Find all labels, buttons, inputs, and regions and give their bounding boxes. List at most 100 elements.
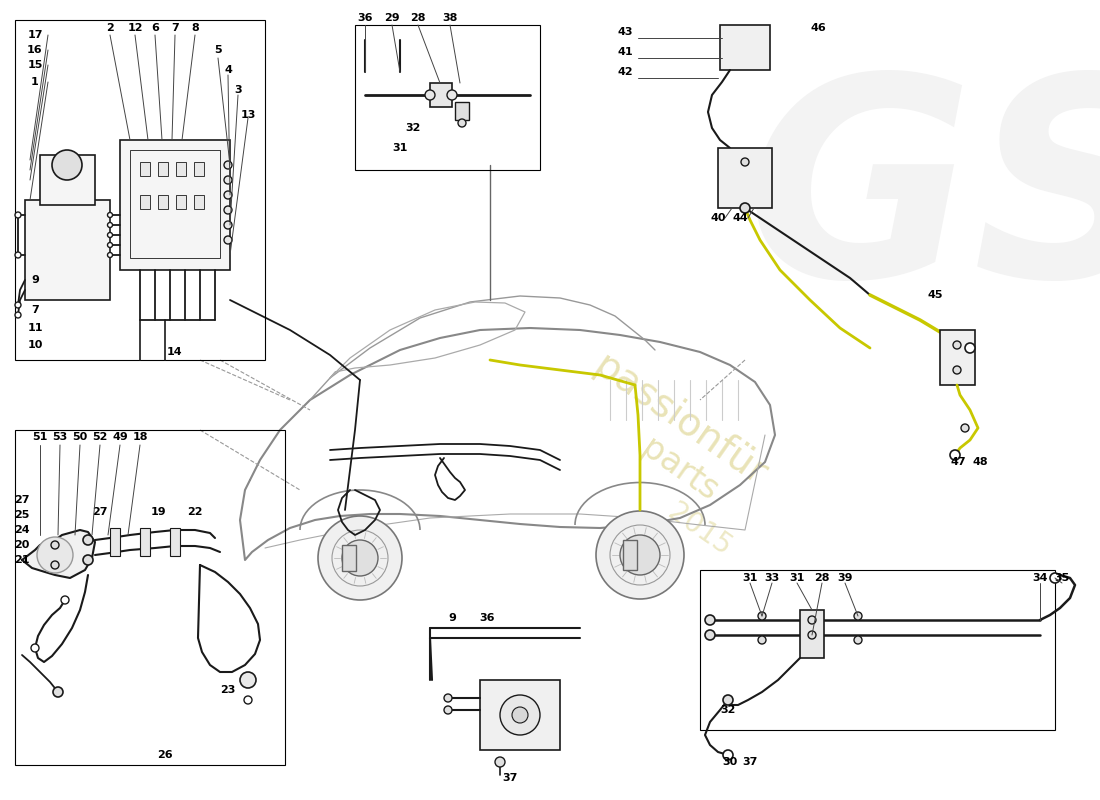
Circle shape [758,612,766,620]
Bar [342,545,356,571]
Bar [194,162,204,176]
Bar [40,155,95,205]
Bar [170,528,180,556]
Text: 7: 7 [172,23,179,33]
Bar [110,528,120,556]
Circle shape [723,695,733,705]
Circle shape [808,616,816,624]
Text: 32: 32 [720,705,736,715]
Text: 12: 12 [128,23,143,33]
Bar [176,195,186,209]
Bar [25,200,110,300]
Text: 40: 40 [711,213,726,223]
Bar [720,25,770,70]
Text: 9: 9 [448,613,455,623]
Polygon shape [22,530,95,578]
Text: 48: 48 [972,457,988,467]
Text: 49: 49 [112,432,128,442]
Circle shape [444,706,452,714]
Text: 28: 28 [410,13,426,23]
Text: GS: GS [746,65,1100,335]
Text: 9: 9 [31,275,38,285]
Circle shape [740,203,750,213]
Circle shape [444,694,452,702]
Circle shape [705,615,715,625]
Text: 51: 51 [32,432,47,442]
Text: 37: 37 [503,773,518,783]
Bar [15,430,285,765]
Text: 25: 25 [14,510,30,520]
Text: 18: 18 [132,432,147,442]
Text: parts: parts [636,432,725,508]
Circle shape [495,757,505,767]
Circle shape [950,450,960,460]
Bar [940,330,975,385]
Bar [430,83,452,107]
Circle shape [854,636,862,644]
Text: 26: 26 [157,750,173,760]
Circle shape [705,630,715,640]
Text: 20: 20 [14,540,30,550]
Circle shape [224,236,232,244]
Text: 32: 32 [405,123,420,133]
Text: 42: 42 [617,67,632,77]
Text: 43: 43 [617,27,632,37]
Bar [800,610,824,658]
Bar [623,540,637,570]
Text: 24: 24 [14,525,30,535]
Circle shape [108,242,112,247]
Text: 15: 15 [28,60,43,70]
Text: 46: 46 [810,23,826,33]
Circle shape [458,119,466,127]
Text: 13: 13 [240,110,255,120]
Text: 36: 36 [358,13,373,23]
Text: 7: 7 [31,305,38,315]
Text: 27: 27 [92,507,108,517]
Circle shape [965,343,975,353]
Circle shape [53,687,63,697]
Text: 4: 4 [224,65,232,75]
Text: 34: 34 [1032,573,1047,583]
Text: 27: 27 [14,495,30,505]
Circle shape [758,636,766,644]
Text: 17: 17 [28,30,43,40]
Circle shape [224,176,232,184]
Bar [718,148,772,208]
Text: 53: 53 [53,432,67,442]
Text: 6: 6 [151,23,158,33]
Circle shape [31,644,38,652]
Bar [194,195,204,209]
Text: 37: 37 [742,757,758,767]
Circle shape [108,222,112,227]
Bar [140,195,150,209]
Circle shape [961,424,969,432]
Circle shape [953,366,961,374]
Circle shape [512,707,528,723]
Circle shape [108,213,112,218]
Text: 36: 36 [480,613,495,623]
Circle shape [224,191,232,199]
Bar [158,162,168,176]
Circle shape [60,596,69,604]
Text: 19: 19 [151,507,166,517]
Circle shape [51,561,59,569]
Circle shape [108,233,112,238]
Text: 5: 5 [214,45,222,55]
Bar [130,150,220,258]
Text: 10: 10 [28,340,43,350]
Circle shape [425,90,435,100]
Circle shape [240,672,256,688]
Text: 16: 16 [28,45,43,55]
Text: 35: 35 [1055,573,1069,583]
Text: 1: 1 [31,77,38,87]
Circle shape [52,150,82,180]
Circle shape [82,555,94,565]
Bar [700,570,1055,730]
Circle shape [15,302,21,308]
Circle shape [224,221,232,229]
Circle shape [15,252,21,258]
Circle shape [224,206,232,214]
Text: 8: 8 [191,23,199,33]
Circle shape [808,631,816,639]
Bar [120,140,230,270]
